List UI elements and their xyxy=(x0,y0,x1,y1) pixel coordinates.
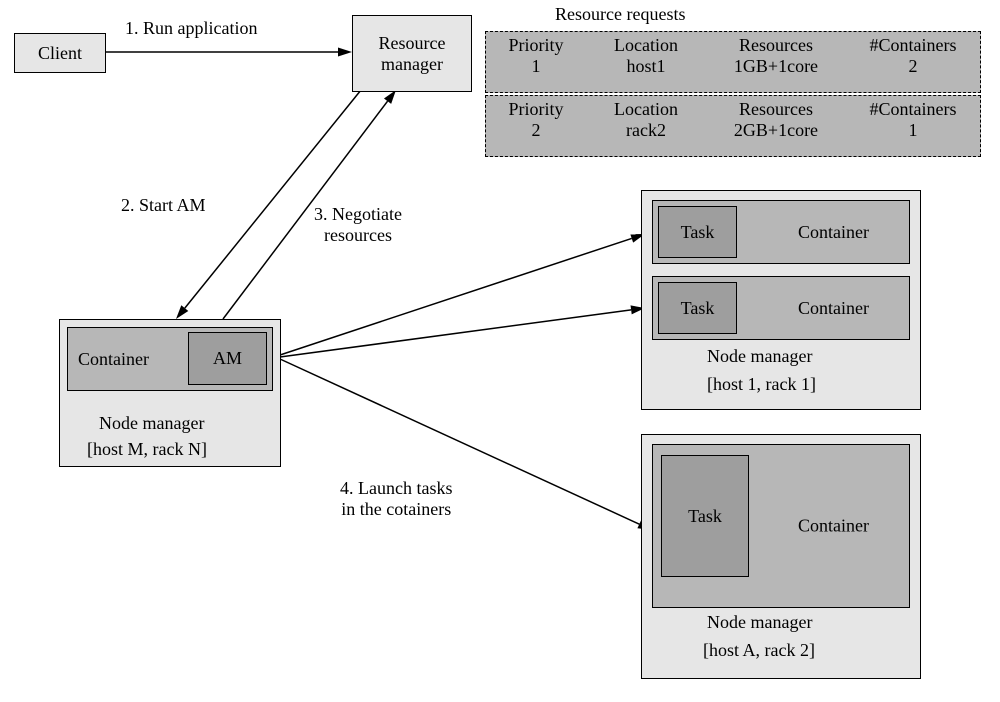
rr-header-cell: Priority xyxy=(486,99,586,120)
nmtr-task-1: Task xyxy=(658,206,737,258)
node-manager-left-label-1: Node manager xyxy=(99,413,204,434)
nmtr-label-1: Node manager xyxy=(707,346,812,367)
edge-label-1: 1. Run application xyxy=(125,18,257,39)
node-manager-left-am: AM xyxy=(188,332,267,385)
nmtr-label-2: [host 1, rack 1] xyxy=(707,374,816,395)
task-label: Task xyxy=(681,222,715,243)
am-label: AM xyxy=(213,348,242,369)
resource-manager-box: Resource manager xyxy=(352,15,472,92)
edge-label-4: 4. Launch tasks in the cotainers xyxy=(340,478,452,520)
edge-label-3: 3. Negotiate resources xyxy=(314,204,402,246)
rr-value-cell: 2GB+1core xyxy=(706,120,846,141)
container-label: Container xyxy=(798,298,869,319)
resource-requests-title: Resource requests xyxy=(555,4,685,25)
rr-value-cell: 2 xyxy=(486,120,586,141)
rr-header-cell: Location xyxy=(586,99,706,120)
rr-header-cell: Priority xyxy=(486,35,586,56)
rr-value-cell: 1GB+1core xyxy=(706,56,846,77)
nmtr-task-2: Task xyxy=(658,282,737,334)
client-box: Client xyxy=(14,33,106,73)
nmbr-task-1: Task xyxy=(661,455,749,577)
client-label: Client xyxy=(38,43,82,64)
container-label: Container xyxy=(798,222,869,243)
node-manager-left-label-2: [host M, rack N] xyxy=(87,439,207,460)
rr-header-cell: Location xyxy=(586,35,706,56)
rr-header-cell: #Containers xyxy=(846,35,980,56)
rr-header-cell: #Containers xyxy=(846,99,980,120)
nmbr-label-1: Node manager xyxy=(707,612,812,633)
rr-value-cell: host1 xyxy=(586,56,706,77)
resource-request-row-1: PriorityLocationResources#Containers 1hos… xyxy=(485,31,981,93)
rr-value-cell: rack2 xyxy=(586,120,706,141)
container-label: Container xyxy=(78,349,149,370)
rr-value-cell: 1 xyxy=(486,56,586,77)
rr-value-cell: 2 xyxy=(846,56,980,77)
rr-header-cell: Resources xyxy=(706,35,846,56)
container-label: Container xyxy=(798,516,869,537)
resource-request-row-2: PriorityLocationResources#Containers 2rac… xyxy=(485,95,981,157)
nmbr-label-2: [host A, rack 2] xyxy=(703,640,815,661)
edge-label-2: 2. Start AM xyxy=(121,195,206,216)
task-label: Task xyxy=(688,506,722,527)
resource-manager-label: Resource manager xyxy=(353,33,471,75)
rr-value-cell: 1 xyxy=(846,120,980,141)
rr-header-cell: Resources xyxy=(706,99,846,120)
task-label: Task xyxy=(681,298,715,319)
